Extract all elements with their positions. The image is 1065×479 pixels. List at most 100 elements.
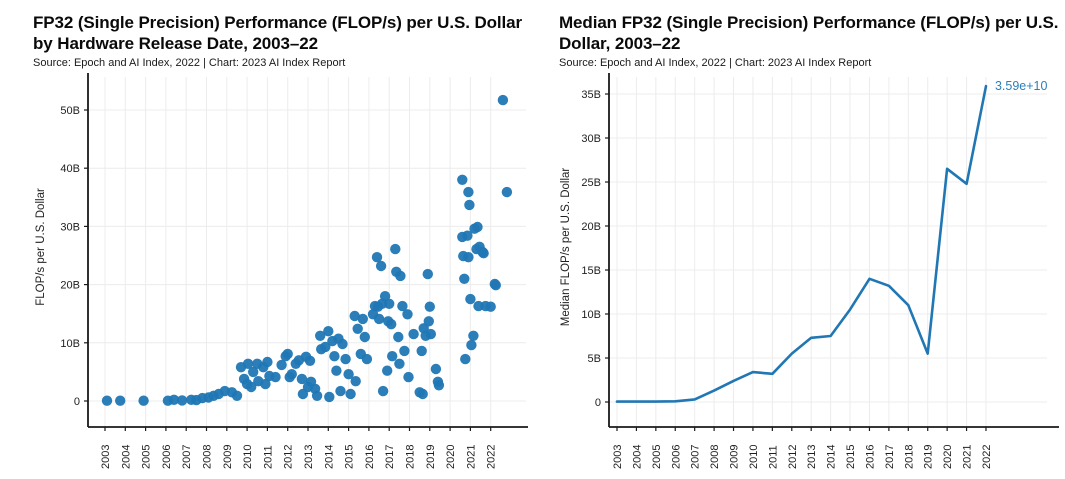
scatter-point [350,376,361,387]
scatter-point [335,386,346,397]
scatter-point [460,354,471,365]
scatter-point [425,329,436,340]
scatter-point [377,386,389,397]
scatter-point [340,354,351,365]
x-tick-label: 2003 [612,445,624,469]
scatter-point [115,395,126,407]
scatter-point [276,360,287,371]
scatter-point [379,291,391,302]
scatter-point [465,294,476,305]
x-tick-label: 2017 [884,445,896,469]
scatter-point [399,346,410,357]
scatter-point [497,95,509,106]
y-tick-label: 40B [60,164,80,176]
x-tick-label: 2011 [262,446,274,470]
x-tick-label: 2021 [962,445,974,469]
x-tick-label: 2021 [465,445,477,469]
x-tick-label: 2022 [981,445,993,469]
scatter-point [403,372,414,383]
scatter-point [320,342,331,353]
line-chart-title: Median FP32 (Single Precision) Performan… [559,13,1059,53]
y-tick-label: 0 [74,396,80,408]
y-tick-label: 20B [581,221,601,233]
x-tick-label: 2020 [942,445,954,469]
x-tick-label: 2006 [670,445,682,469]
x-tick-label: 2020 [445,445,457,469]
scatter-point [422,269,433,280]
x-tick-label: 2012 [787,445,799,469]
scatter-point [402,309,413,320]
x-tick-label: 2017 [384,445,396,469]
scatter-point [464,200,475,211]
x-tick-label: 2018 [405,445,417,469]
x-tick-label: 2006 [161,445,173,469]
scatter-point [324,392,335,403]
y-tick-label: 20B [60,280,80,292]
scatter-chart-source: Source: Epoch and AI Index, 2022 | Chart… [33,57,346,70]
scatter-point [463,252,474,263]
scatter-point [395,271,406,282]
scatter-point [424,301,435,313]
scatter-point [168,395,180,406]
x-tick-label: 2003 [100,445,112,469]
x-tick-label: 2012 [283,445,295,469]
scatter-point [357,314,368,325]
scatter-point [349,311,360,322]
scatter-point [176,395,188,407]
scatter-point [397,301,408,312]
y-tick-label: 30B [60,222,80,234]
x-tick-label: 2004 [631,445,643,469]
scatter-point [433,380,445,391]
scatter-point [138,395,149,407]
x-tick-label: 2016 [364,445,376,469]
scatter-point [231,391,243,402]
scatter-point [423,316,434,327]
scatter-point [262,357,273,368]
scatter-point [382,365,393,377]
scatter-point [246,382,257,393]
y-tick-label: 0 [595,397,601,409]
line-chart-panel: Median FP32 (Single Precision) Performan… [532,0,1065,479]
scatter-point [329,351,340,362]
scatter-point [375,261,387,272]
scatter-point [337,339,348,350]
x-tick-label: 2013 [303,445,315,469]
y-axis-title: Median FLOP/s per U.S. Dollar [560,168,572,327]
y-tick-label: 50B [60,105,80,117]
x-tick-label: 2007 [181,445,193,469]
scatter-point [390,244,401,255]
scatter-point [282,349,293,360]
scatter-point [485,301,496,313]
scatter-point [462,230,473,242]
x-tick-label: 2009 [222,445,234,469]
x-tick-label: 2011 [767,446,779,470]
x-tick-label: 2018 [903,445,915,469]
y-tick-label: 15B [581,265,601,277]
x-tick-label: 2015 [845,445,857,469]
x-tick-label: 2014 [323,445,335,469]
x-tick-label: 2005 [651,445,663,469]
scatter-point [387,351,398,362]
scatter-point [371,252,383,263]
x-tick-label: 2004 [120,445,132,469]
scatter-plot: 0 10B 20B 30B 40B 50B 2003 2004 2005 2006 2007 2008… [35,73,528,470]
scatter-point [408,329,419,340]
x-tick-label: 2007 [690,445,702,469]
scatter-point [384,299,395,310]
scatter-chart-panel: FP32 (Single Precision) Performance (FLO… [0,0,532,479]
scatter-point [466,340,477,351]
scatter-point [352,324,363,335]
x-tick-label: 2010 [242,445,254,469]
scatter-point [331,365,342,377]
scatter-chart-title: FP32 (Single Precision) Performance (FLO… [33,13,523,53]
scatter-point [296,374,308,385]
x-tick-label: 2009 [729,445,741,469]
scatter-point [359,332,370,343]
scatter-point [270,372,281,383]
scatter-point [490,280,501,291]
y-tick-label: 10B [60,338,80,350]
scatter-point [459,274,470,285]
x-tick-label: 2016 [864,445,876,469]
scatter-point [478,248,489,259]
